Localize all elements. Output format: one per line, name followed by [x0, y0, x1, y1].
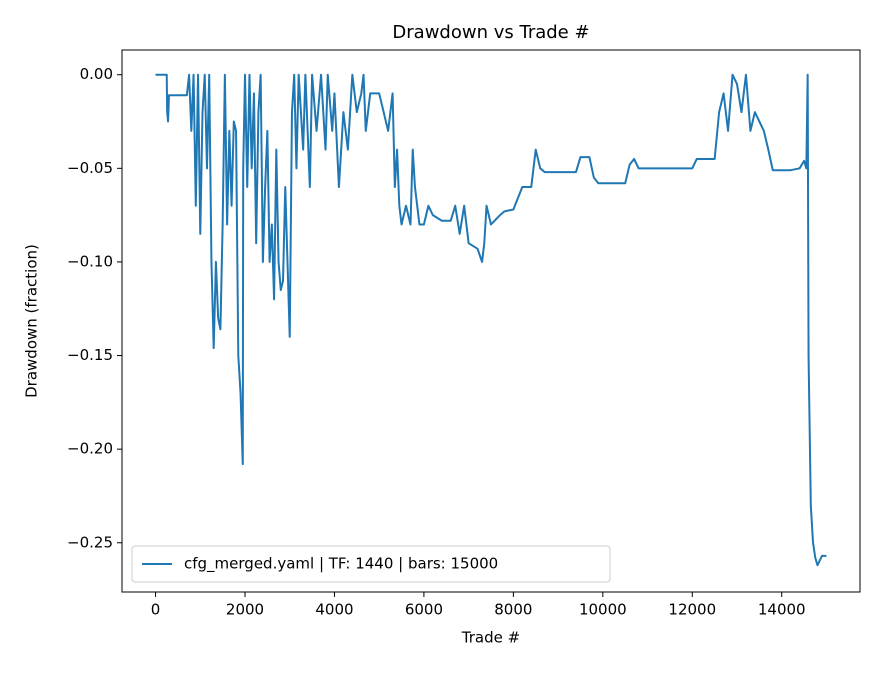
y-tick-label: −0.25 — [67, 533, 113, 551]
legend-box — [131, 545, 611, 583]
x-tick-label: 12000 — [668, 601, 716, 619]
x-tick-label: 6000 — [405, 601, 443, 619]
x-tick-label: 2000 — [226, 601, 264, 619]
y-tick-label: −0.10 — [67, 252, 113, 270]
y-axis-label: Drawdown (fraction) — [23, 244, 41, 398]
y-tick-label: −0.15 — [67, 346, 113, 364]
x-tick-label: 14000 — [758, 601, 806, 619]
plot-frame — [121, 49, 861, 593]
data-line — [155, 73, 827, 567]
x-tick-label: 0 — [151, 601, 161, 619]
chart-title: Drawdown vs Trade # — [392, 22, 589, 43]
x-tick-label: 4000 — [315, 601, 353, 619]
y-tick-label: 0.00 — [80, 65, 113, 83]
x-tick-label: 10000 — [579, 601, 627, 619]
y-tick-label: −0.05 — [67, 159, 113, 177]
x-tick-label: 8000 — [494, 601, 532, 619]
x-axis-label: Trade # — [461, 629, 520, 647]
y-tick-label: −0.20 — [67, 440, 113, 458]
legend-label: cfg_merged.yaml | TF: 1440 | bars: 15000 — [184, 555, 498, 574]
